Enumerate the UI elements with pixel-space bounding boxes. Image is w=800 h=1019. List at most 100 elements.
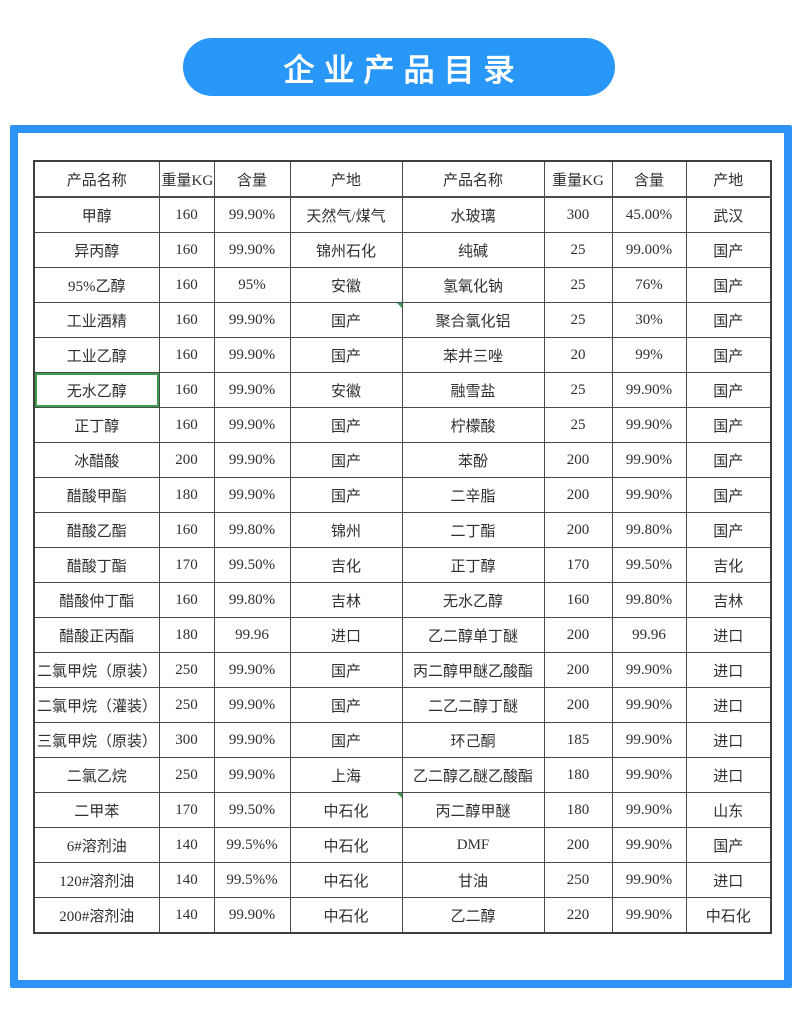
table-row: 95%乙醇 160 95% 安徽 氢氧化钠 25 76% 国产 [33, 267, 772, 303]
table-row: 正丁醇 160 99.90% 国产 柠檬酸 25 99.90% 国产 [33, 407, 772, 443]
table-cell: 吉化 [685, 547, 772, 583]
table-cell: 200#溶剂油 [33, 897, 160, 934]
table-cell: 苯并三唑 [401, 337, 545, 373]
table-cell: 120#溶剂油 [33, 862, 160, 898]
table-cell: 锦州石化 [289, 232, 403, 268]
table-cell: 160 [158, 372, 215, 408]
table-cell: 无水乙醇 [401, 582, 545, 618]
table-cell: 99.80% [213, 582, 291, 618]
table-cell: 国产 [685, 477, 772, 513]
table-cell: 140 [158, 862, 215, 898]
table-cell: 国产 [289, 302, 403, 338]
table-cell: 中石化 [289, 827, 403, 863]
page-title-banner: 企业产品目录 [183, 38, 615, 96]
table-cell: 200 [543, 617, 613, 653]
table-cell: 25 [543, 407, 613, 443]
table-cell: 99.90% [213, 897, 291, 934]
table-cell: 国产 [685, 407, 772, 443]
table-row: 醋酸甲酯 180 99.90% 国产 二辛脂 200 99.90% 国产 [33, 477, 772, 513]
table-cell: 170 [543, 547, 613, 583]
table-cell: 融雪盐 [401, 372, 545, 408]
table-cell: 国产 [685, 512, 772, 548]
table-cell: 25 [543, 232, 613, 268]
table-cell: 吉化 [289, 547, 403, 583]
table-cell: 国产 [289, 442, 403, 478]
catalog-table-body: 甲醇 160 99.90% 天然气/煤气 水玻璃 300 45.00% 武汉 异丙醇 160 99.… [33, 196, 772, 934]
table-cell: 180 [543, 792, 613, 828]
page-title: 企业产品目录 [283, 52, 524, 88]
column-header-origin-left: 产地 [289, 160, 403, 198]
column-header-product-name-left: 产品名称 [33, 160, 160, 198]
table-row: 甲醇 160 99.90% 天然气/煤气 水玻璃 300 45.00% 武汉 [33, 196, 772, 233]
table-row: 三氯甲烷（原装） 300 99.90% 国产 环己酮 185 99.90% 进口 [33, 722, 772, 758]
table-cell: 99.5%% [213, 827, 291, 863]
table-cell: 国产 [685, 337, 772, 373]
table-cell: 170 [158, 792, 215, 828]
table-row: 200#溶剂油 140 99.90% 中石化 乙二醇 220 99.90% 中石化 [33, 897, 772, 934]
table-cell: 醋酸乙酯 [33, 512, 160, 548]
table-row: 二氯乙烷 250 99.90% 上海 乙二醇乙醚乙酸酯 180 99.90% 进口 [33, 757, 772, 793]
table-cell: 国产 [289, 337, 403, 373]
table-cell: 160 [158, 512, 215, 548]
table-cell: 二丁酯 [401, 512, 545, 548]
table-cell: 国产 [289, 477, 403, 513]
table-cell: 99.50% [611, 547, 687, 583]
table-cell: 环己酮 [401, 722, 545, 758]
table-cell: 氢氧化钠 [401, 267, 545, 303]
table-cell: 聚合氯化铝 [401, 302, 545, 338]
table-cell: 冰醋酸 [33, 442, 160, 478]
table-cell: 25 [543, 267, 613, 303]
table-cell: 中石化 [289, 862, 403, 898]
table-cell: 99.96 [213, 617, 291, 653]
table-cell: 250 [543, 862, 613, 898]
table-cell: 200 [543, 442, 613, 478]
table-cell: 99% [611, 337, 687, 373]
table-cell: 国产 [289, 687, 403, 723]
table-row: 冰醋酸 200 99.90% 国产 苯酚 200 99.90% 国产 [33, 442, 772, 478]
table-cell: 200 [543, 827, 613, 863]
table-cell: 乙二醇 [401, 897, 545, 934]
table-row: 醋酸正丙酯 180 99.96 进口 乙二醇单丁醚 200 99.96 进口 [33, 617, 772, 653]
table-cell: 99.80% [611, 582, 687, 618]
table-cell: 乙二醇乙醚乙酸酯 [401, 757, 545, 793]
table-cell: 99.90% [611, 757, 687, 793]
table-cell: 99.90% [213, 442, 291, 478]
table-cell: 吉林 [289, 582, 403, 618]
table-cell: 99.90% [611, 862, 687, 898]
table-row: 二氯甲烷（原装） 250 99.90% 国产 丙二醇甲醚乙酸酯 200 99.90% 进口 [33, 652, 772, 688]
table-cell: 进口 [685, 617, 772, 653]
table-cell: 柠檬酸 [401, 407, 545, 443]
table-cell: 99.90% [611, 897, 687, 934]
table-cell: 99.90% [213, 477, 291, 513]
table-cell: 水玻璃 [401, 196, 545, 233]
table-cell: 99.90% [213, 652, 291, 688]
table-cell: 中石化 [289, 792, 403, 828]
catalog-table: 产品名称 重量KG 含量 产地 产品名称 重量KG 含量 产地 甲醇 160 99.… [33, 160, 772, 934]
table-row: 6#溶剂油 140 99.5%% 中石化 DMF 200 99.90% 国产 [33, 827, 772, 863]
table-cell: 国产 [685, 302, 772, 338]
table-cell: 二甲苯 [33, 792, 160, 828]
table-cell: DMF [401, 827, 545, 863]
table-cell: 99.90% [213, 337, 291, 373]
table-cell: 天然气/煤气 [289, 196, 403, 233]
table-cell: 99.90% [611, 827, 687, 863]
table-row: 异丙醇 160 99.90% 锦州石化 纯碱 25 99.00% 国产 [33, 232, 772, 268]
table-cell: 99.50% [213, 547, 291, 583]
table-row: 无水乙醇 160 99.90% 安徽 融雪盐 25 99.90% 国产 [33, 372, 772, 408]
table-cell: 锦州 [289, 512, 403, 548]
column-header-weight-right: 重量KG [543, 160, 613, 198]
table-cell: 三氯甲烷（原装） [33, 722, 160, 758]
table-cell: 99.90% [213, 757, 291, 793]
table-cell: 上海 [289, 757, 403, 793]
table-cell: 甘油 [401, 862, 545, 898]
table-cell: 160 [158, 232, 215, 268]
table-cell: 二氯乙烷 [33, 757, 160, 793]
table-row: 工业乙醇 160 99.90% 国产 苯并三唑 20 99% 国产 [33, 337, 772, 373]
table-cell: 160 [158, 302, 215, 338]
table-cell: 160 [158, 337, 215, 373]
table-cell: 二乙二醇丁醚 [401, 687, 545, 723]
table-row: 120#溶剂油 140 99.5%% 中石化 甘油 250 99.90% 进口 [33, 862, 772, 898]
table-cell: 160 [158, 407, 215, 443]
table-cell: 99.90% [611, 407, 687, 443]
table-cell: 99.80% [213, 512, 291, 548]
